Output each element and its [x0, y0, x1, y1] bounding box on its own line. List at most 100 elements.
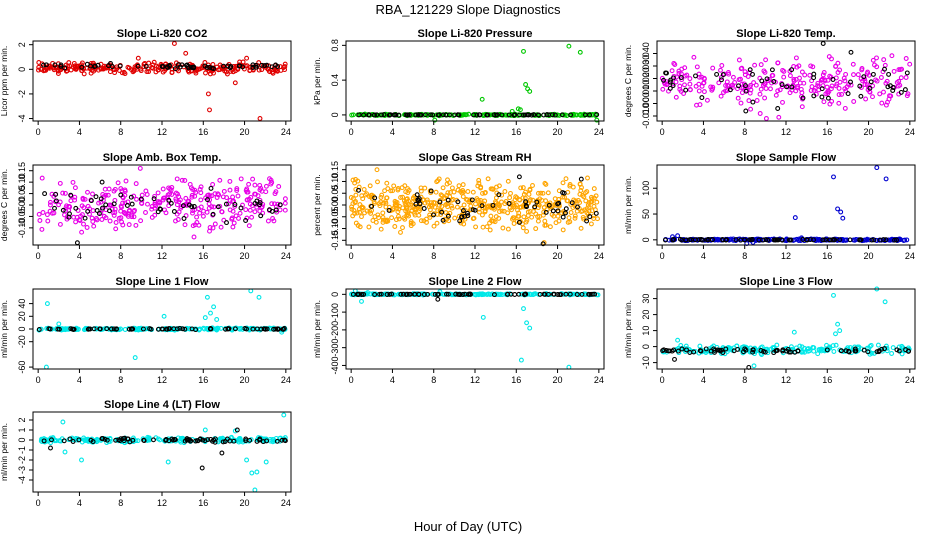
data-point: [835, 321, 841, 327]
data-point: [254, 204, 260, 210]
data-point: [430, 112, 436, 118]
data-point: [197, 210, 203, 216]
data-point: [578, 225, 584, 231]
data-point: [445, 190, 451, 196]
panel-title: Slope Line 2 Flow: [429, 276, 522, 288]
data-point: [503, 112, 509, 118]
data-point: [848, 49, 854, 55]
data-point: [88, 63, 93, 69]
y-axis-label: ml/min per min.: [0, 300, 9, 358]
data-point: [850, 61, 856, 67]
data-point: [246, 181, 252, 187]
data-point: [81, 205, 87, 211]
x-tick-label: 24: [281, 127, 291, 137]
y-axis-label: ml/min per min.: [0, 423, 9, 481]
data-point: [493, 214, 499, 220]
data-point: [100, 205, 105, 211]
data-point: [238, 176, 244, 182]
data-point: [133, 222, 139, 228]
data-point: [547, 224, 553, 230]
x-tick-label: 12: [781, 251, 791, 261]
y-tick-label: 0.00: [17, 196, 27, 214]
data-point: [383, 200, 389, 206]
data-point: [416, 291, 422, 297]
data-point: [787, 90, 793, 96]
data-point: [667, 85, 673, 91]
data-point: [902, 87, 908, 93]
data-point: [684, 347, 689, 353]
data-point: [219, 209, 225, 215]
data-point: [497, 209, 502, 215]
data-point: [122, 188, 128, 194]
data-point: [281, 65, 286, 70]
data-point: [836, 92, 842, 98]
data-point: [764, 76, 770, 82]
data-point: [417, 112, 423, 118]
data-point: [587, 112, 593, 118]
data-point: [187, 326, 193, 332]
data-point: [375, 179, 380, 185]
data-point: [800, 95, 806, 101]
y-tick-label: 20: [641, 310, 651, 320]
data-point: [518, 204, 524, 210]
data-point: [874, 349, 880, 355]
data-point: [431, 223, 437, 229]
data-point: [367, 183, 373, 189]
y-tick-label: 0.4: [330, 74, 340, 87]
data-point: [811, 345, 817, 351]
data-point: [842, 105, 848, 111]
data-point: [72, 194, 78, 200]
data-point: [408, 223, 414, 229]
data-point: [197, 186, 203, 192]
x-tick-label: 0: [660, 127, 665, 137]
data-point: [807, 237, 813, 243]
data-point: [168, 187, 174, 193]
data-point: [708, 348, 714, 354]
data-point: [70, 439, 76, 444]
data-point: [823, 91, 829, 97]
data-point: [787, 73, 793, 79]
data-point: [428, 112, 434, 118]
x-tick-label: 20: [240, 251, 250, 261]
data-point: [861, 347, 867, 353]
data-point: [512, 292, 518, 297]
data-point: [544, 112, 550, 118]
data-point: [804, 346, 810, 352]
data-point: [543, 198, 549, 204]
data-point: [406, 198, 412, 204]
data-point: [98, 61, 104, 67]
data-point: [687, 76, 693, 82]
data-point: [678, 88, 684, 94]
data-point: [575, 198, 581, 203]
panel-title: Slope Li-820 Pressure: [418, 28, 533, 40]
data-point: [138, 196, 144, 202]
data-point: [591, 216, 597, 221]
data-point: [499, 208, 505, 214]
data-point: [574, 292, 580, 297]
data-point: [422, 185, 428, 191]
data-point: [62, 449, 68, 455]
data-point: [710, 65, 716, 71]
data-point: [189, 192, 195, 198]
data-point: [384, 217, 390, 223]
data-point: [111, 201, 117, 207]
data-point: [224, 195, 230, 201]
data-point: [137, 165, 143, 171]
data-point: [441, 196, 447, 202]
data-point: [153, 203, 159, 209]
data-point: [161, 313, 167, 319]
data-point: [135, 327, 141, 333]
data-point: [264, 62, 270, 68]
data-point: [269, 208, 275, 214]
data-point: [661, 347, 667, 353]
data-point: [73, 219, 79, 225]
data-point: [63, 205, 69, 211]
data-point: [485, 176, 491, 182]
data-point: [687, 81, 693, 87]
data-point: [793, 88, 799, 94]
data-point: [833, 331, 838, 337]
x-tick-label: 4: [390, 251, 395, 261]
data-point: [465, 213, 471, 219]
data-point: [697, 348, 703, 354]
chart-panel: Slope Gas Stream RH percent per min. 0 4 8 12…: [312, 152, 605, 261]
